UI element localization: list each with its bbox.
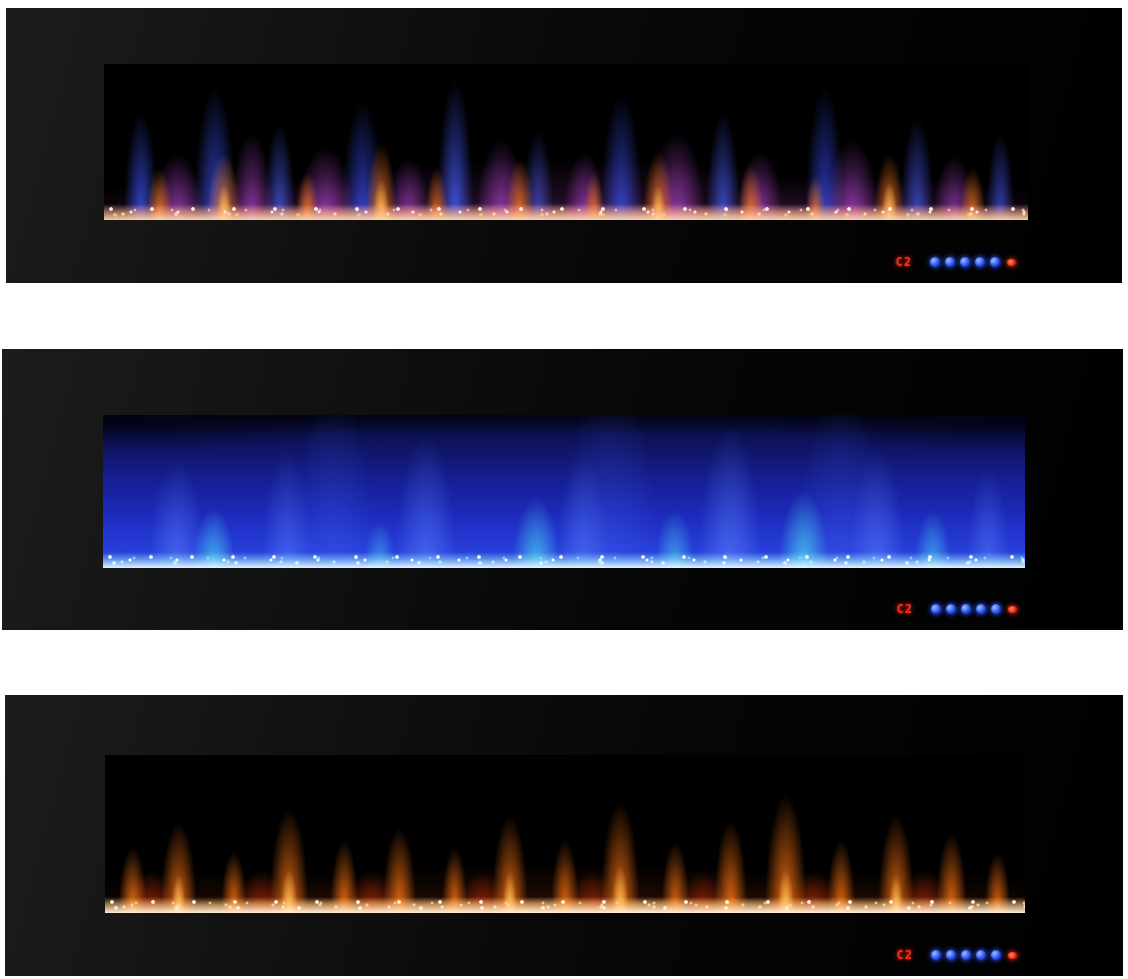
touch-button-icon <box>961 950 971 960</box>
touch-button-icon <box>945 257 955 267</box>
firebox-window <box>105 755 1025 913</box>
fireplace-panel-multicolor: C2 <box>6 8 1122 283</box>
led-temperature-display: C2 <box>896 602 913 616</box>
multicolor-flames <box>104 64 1028 220</box>
touch-button-icon <box>976 950 986 960</box>
firebox-window <box>104 64 1028 220</box>
touch-button-icon <box>930 257 940 267</box>
crystal-bed <box>103 552 1025 568</box>
fireplace-control-panel: C2 <box>897 948 1017 962</box>
touch-button-icon <box>975 257 985 267</box>
touch-button-icon <box>991 604 1001 614</box>
power-indicator-icon <box>1008 605 1017 613</box>
touch-button-icon <box>931 950 941 960</box>
fireplace-control-panel: C2 <box>897 602 1017 616</box>
crystal-bed <box>104 204 1028 220</box>
touch-button-icon <box>976 604 986 614</box>
firebox-window <box>103 415 1025 568</box>
touch-button-icon <box>946 604 956 614</box>
touch-button-icon <box>960 257 970 267</box>
power-indicator-icon <box>1007 258 1016 266</box>
fireplace-control-panel: C2 <box>896 255 1016 269</box>
crystal-bed <box>105 897 1025 913</box>
led-temperature-display: C2 <box>896 948 913 962</box>
touch-button-icon <box>990 257 1000 267</box>
power-indicator-icon <box>1008 951 1017 959</box>
fireplace-panel-orange: C2 <box>5 695 1123 976</box>
blue-flames <box>103 415 1025 568</box>
led-temperature-display: C2 <box>895 255 912 269</box>
touch-button-icon <box>991 950 1001 960</box>
touch-button-icon <box>946 950 956 960</box>
touch-button-icon <box>931 604 941 614</box>
orange-flames <box>105 755 1025 913</box>
fireplace-panel-blue: C2 <box>2 349 1123 630</box>
touch-button-icon <box>961 604 971 614</box>
